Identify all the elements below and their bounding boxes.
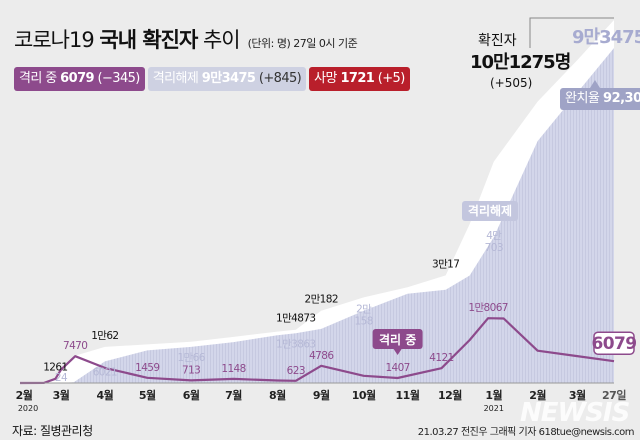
released-callout-box xyxy=(462,201,518,221)
x-tick-label: 7월 xyxy=(225,388,242,402)
released-value-label: 6021 xyxy=(93,366,117,378)
confirmed-value-label: 1만4873 xyxy=(276,313,315,325)
isolating-callout: 격리 중 xyxy=(379,332,416,347)
source: 자료: 질병관리청 xyxy=(12,424,93,438)
x-tick-label: 5월 xyxy=(139,388,156,402)
legend: 격리 중 6079 (−345) 격리해제 9만3475 (+845) 사망 1… xyxy=(14,67,410,91)
released-value-label: 703 xyxy=(485,242,503,254)
page-title: 코로나19 국내 확진자 추이 xyxy=(14,28,241,52)
isolating-final-box xyxy=(593,331,635,355)
released-value-label: 158 xyxy=(355,316,373,328)
x-tick-label: 12월 xyxy=(438,388,462,402)
confirmed-value-label: 2만182 xyxy=(305,294,338,306)
isolating-value-label: 1148 xyxy=(221,363,245,375)
legend-released: 격리해제 9만3475 (+845) xyxy=(147,67,307,91)
isolating-value-label: 4121 xyxy=(429,352,453,364)
isolating-value-label: 1만8067 xyxy=(468,302,507,314)
isolating-value-label: 1459 xyxy=(135,362,159,374)
isolating-value-label: 7470 xyxy=(63,340,87,352)
isolating-value-label: 623 xyxy=(287,365,305,377)
released-callout: 격리해제 xyxy=(468,203,512,218)
year-label: 2021 xyxy=(484,404,504,413)
confirmed-value-label: 1261 xyxy=(43,361,67,373)
x-tick-label: 3월 xyxy=(53,388,70,402)
x-tick-label: 3월 xyxy=(569,388,586,402)
confirmed-value-label: 1만62 xyxy=(91,330,118,342)
confirmed-total: 10만1275명 xyxy=(470,52,571,73)
isolating-line xyxy=(19,317,615,385)
cure-rate-badge: 완치율 92,30% xyxy=(560,80,640,110)
year-label: 2020 xyxy=(18,404,38,413)
released-value-label: 2만 xyxy=(356,304,372,316)
confirmed-value-label: 3만17 xyxy=(432,258,459,270)
x-tick-label: 8월 xyxy=(269,388,286,402)
confirmed-change: (+505) xyxy=(490,76,533,90)
x-tick-label: 1월 xyxy=(485,388,502,402)
released-total: 9만3475 xyxy=(572,27,640,48)
released-area xyxy=(20,48,614,383)
x-tick-label: 11월 xyxy=(396,388,420,402)
x-tick-label: 2월 xyxy=(16,388,33,402)
unit-note: (단위: 명) 27일 0시 기준 xyxy=(247,37,358,50)
isolating-callout-box xyxy=(372,328,423,349)
x-tick-label: 9월 xyxy=(313,388,330,402)
released-value-label: 24 xyxy=(55,372,68,384)
x-tick-label: 10월 xyxy=(352,388,376,402)
legend-deaths: 사망 1721 (+5) xyxy=(309,67,410,91)
x-tick-label: 6월 xyxy=(183,388,200,402)
released-value-label: 1만3863 xyxy=(276,338,315,350)
isolating-value-label: 713 xyxy=(182,364,200,376)
bracket-line xyxy=(529,17,614,48)
confirmed-label: 확진자 xyxy=(478,33,517,49)
released-value-label: 4만 xyxy=(486,230,502,242)
title-row: 코로나19 국내 확진자 추이 (단위: 명) 27일 0시 기준 xyxy=(14,24,358,54)
x-tick-label: 4월 xyxy=(96,388,113,402)
legend-isolating: 격리 중 6079 (−345) xyxy=(14,67,145,91)
x-tick-label: 2월 xyxy=(529,388,546,402)
isolating-value-label: 1407 xyxy=(385,362,409,374)
isolating-callout-pointer xyxy=(393,348,402,355)
isolating-value-label: 4786 xyxy=(309,350,334,362)
newsis-watermark: NEWSIS xyxy=(520,398,630,428)
isolating-value-label: 6079 xyxy=(592,334,637,354)
released-value-label: 1만66 xyxy=(177,352,205,364)
x-tick-label: 27일 xyxy=(602,388,626,402)
credit: 21.03.27 전진우 그래픽 기자 618tue@newsis.com xyxy=(417,427,635,438)
